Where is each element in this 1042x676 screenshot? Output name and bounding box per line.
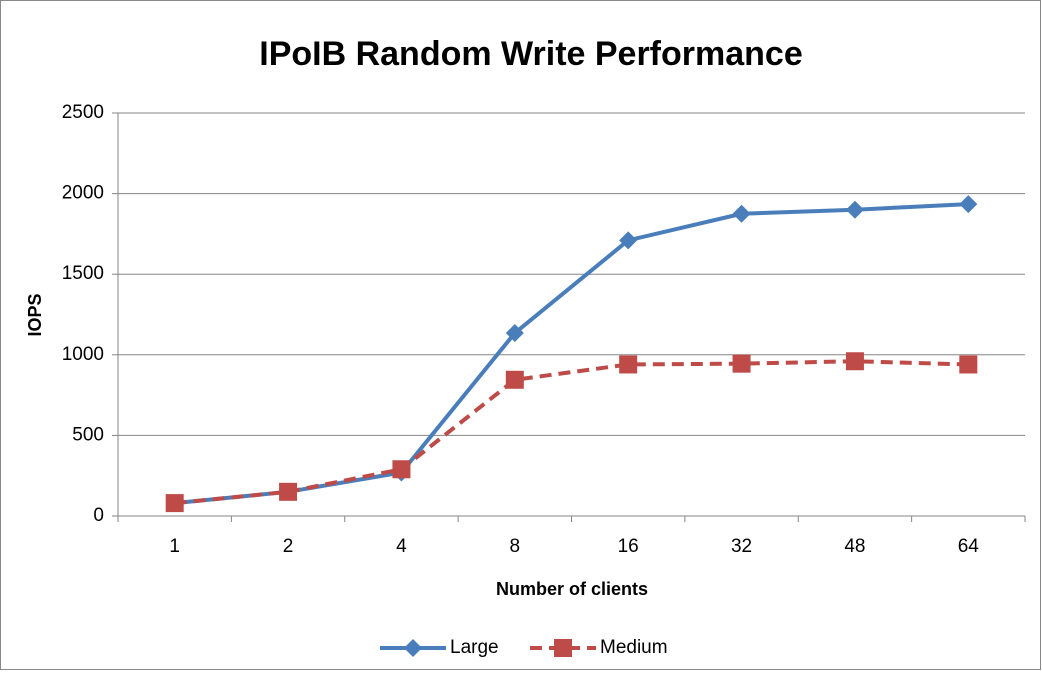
x-tick-label: 16 bbox=[618, 536, 639, 557]
data-point bbox=[845, 352, 864, 371]
data-point bbox=[505, 324, 524, 343]
x-axis-title: Number of clients bbox=[496, 579, 648, 599]
data-point bbox=[959, 195, 978, 214]
series-line bbox=[174, 359, 969, 506]
x-tick-label: 4 bbox=[396, 536, 407, 557]
y-tick-label: 2500 bbox=[62, 102, 104, 123]
chart-title: IPoIB Random Write Performance bbox=[259, 35, 803, 73]
legend-marker bbox=[404, 639, 422, 657]
x-tick-label: 2 bbox=[283, 536, 294, 557]
data-point bbox=[732, 204, 751, 223]
data-point bbox=[619, 231, 638, 250]
y-tick-label: 500 bbox=[72, 424, 104, 445]
data-point bbox=[619, 355, 638, 374]
data-point bbox=[959, 355, 978, 374]
data-point bbox=[845, 200, 864, 219]
legend-label: Large bbox=[450, 637, 499, 658]
data-point bbox=[165, 494, 184, 513]
y-tick-label: 1000 bbox=[62, 344, 104, 365]
x-tick-label: 1 bbox=[169, 536, 180, 557]
x-tick-label: 64 bbox=[958, 536, 980, 557]
y-tick-label: 2000 bbox=[62, 183, 104, 204]
legend-label: Medium bbox=[600, 637, 668, 658]
y-axis-title: IOPS bbox=[25, 293, 45, 336]
x-tick-label: 48 bbox=[844, 536, 865, 557]
x-tick-label: 8 bbox=[510, 536, 521, 557]
x-tick-label: 32 bbox=[731, 536, 752, 557]
y-tick-label: 1500 bbox=[62, 263, 104, 284]
data-point bbox=[392, 460, 411, 479]
data-point bbox=[279, 482, 298, 501]
data-point bbox=[732, 354, 751, 373]
y-tick-label: 0 bbox=[93, 505, 104, 526]
data-point bbox=[505, 370, 524, 389]
legend-marker bbox=[554, 639, 572, 657]
